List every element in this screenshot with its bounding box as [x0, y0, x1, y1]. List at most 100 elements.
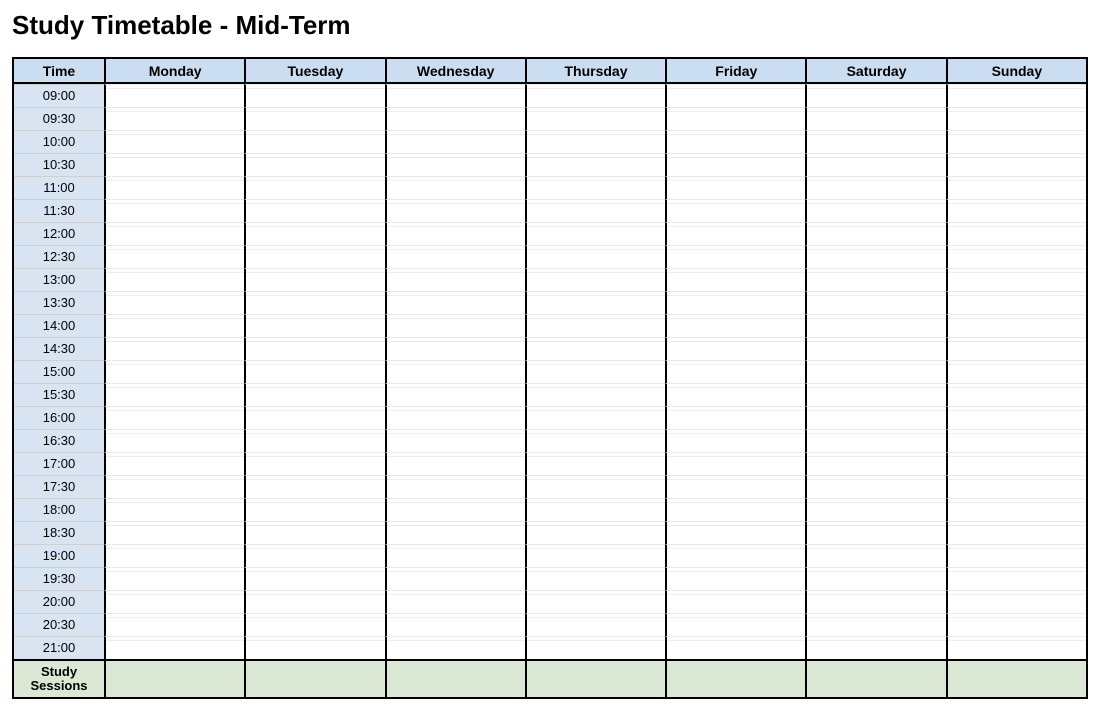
slot-cell[interactable] [104, 567, 244, 590]
slot-cell[interactable] [244, 153, 384, 176]
slot-cell[interactable] [525, 222, 665, 245]
slot-cell[interactable] [946, 544, 1086, 567]
slot-cell[interactable] [385, 84, 525, 107]
footer-cell[interactable] [385, 659, 525, 697]
slot-cell[interactable] [805, 383, 945, 406]
slot-cell[interactable] [525, 567, 665, 590]
slot-cell[interactable] [805, 567, 945, 590]
slot-cell[interactable] [104, 498, 244, 521]
slot-cell[interactable] [244, 406, 384, 429]
slot-cell[interactable] [805, 636, 945, 659]
slot-cell[interactable] [946, 613, 1086, 636]
slot-cell[interactable] [665, 176, 805, 199]
slot-cell[interactable] [385, 613, 525, 636]
slot-cell[interactable] [665, 567, 805, 590]
slot-cell[interactable] [805, 130, 945, 153]
slot-cell[interactable] [665, 475, 805, 498]
slot-cell[interactable] [525, 268, 665, 291]
slot-cell[interactable] [805, 291, 945, 314]
slot-cell[interactable] [946, 268, 1086, 291]
slot-cell[interactable] [244, 245, 384, 268]
slot-cell[interactable] [104, 337, 244, 360]
slot-cell[interactable] [244, 567, 384, 590]
slot-cell[interactable] [665, 337, 805, 360]
slot-cell[interactable] [805, 429, 945, 452]
slot-cell[interactable] [385, 498, 525, 521]
slot-cell[interactable] [946, 406, 1086, 429]
slot-cell[interactable] [244, 268, 384, 291]
slot-cell[interactable] [244, 222, 384, 245]
slot-cell[interactable] [244, 636, 384, 659]
slot-cell[interactable] [244, 360, 384, 383]
slot-cell[interactable] [525, 176, 665, 199]
slot-cell[interactable] [805, 337, 945, 360]
slot-cell[interactable] [805, 613, 945, 636]
slot-cell[interactable] [104, 544, 244, 567]
slot-cell[interactable] [525, 406, 665, 429]
slot-cell[interactable] [385, 107, 525, 130]
slot-cell[interactable] [946, 176, 1086, 199]
slot-cell[interactable] [665, 452, 805, 475]
slot-cell[interactable] [946, 314, 1086, 337]
slot-cell[interactable] [385, 452, 525, 475]
footer-cell[interactable] [104, 659, 244, 697]
slot-cell[interactable] [385, 199, 525, 222]
slot-cell[interactable] [525, 84, 665, 107]
slot-cell[interactable] [665, 291, 805, 314]
slot-cell[interactable] [244, 498, 384, 521]
slot-cell[interactable] [104, 84, 244, 107]
slot-cell[interactable] [525, 245, 665, 268]
slot-cell[interactable] [525, 613, 665, 636]
slot-cell[interactable] [104, 590, 244, 613]
slot-cell[interactable] [805, 176, 945, 199]
slot-cell[interactable] [104, 406, 244, 429]
slot-cell[interactable] [805, 590, 945, 613]
slot-cell[interactable] [665, 429, 805, 452]
slot-cell[interactable] [946, 567, 1086, 590]
slot-cell[interactable] [385, 360, 525, 383]
slot-cell[interactable] [946, 291, 1086, 314]
slot-cell[interactable] [385, 429, 525, 452]
slot-cell[interactable] [665, 360, 805, 383]
slot-cell[interactable] [385, 222, 525, 245]
slot-cell[interactable] [525, 544, 665, 567]
slot-cell[interactable] [525, 153, 665, 176]
slot-cell[interactable] [525, 199, 665, 222]
slot-cell[interactable] [665, 199, 805, 222]
slot-cell[interactable] [665, 153, 805, 176]
slot-cell[interactable] [665, 107, 805, 130]
slot-cell[interactable] [805, 153, 945, 176]
slot-cell[interactable] [104, 360, 244, 383]
slot-cell[interactable] [525, 452, 665, 475]
slot-cell[interactable] [385, 590, 525, 613]
slot-cell[interactable] [525, 383, 665, 406]
slot-cell[interactable] [104, 176, 244, 199]
slot-cell[interactable] [805, 406, 945, 429]
slot-cell[interactable] [244, 452, 384, 475]
slot-cell[interactable] [805, 107, 945, 130]
slot-cell[interactable] [946, 153, 1086, 176]
slot-cell[interactable] [385, 314, 525, 337]
slot-cell[interactable] [946, 636, 1086, 659]
slot-cell[interactable] [104, 291, 244, 314]
slot-cell[interactable] [104, 107, 244, 130]
slot-cell[interactable] [805, 521, 945, 544]
slot-cell[interactable] [805, 498, 945, 521]
slot-cell[interactable] [665, 498, 805, 521]
slot-cell[interactable] [244, 107, 384, 130]
slot-cell[interactable] [946, 130, 1086, 153]
slot-cell[interactable] [946, 337, 1086, 360]
slot-cell[interactable] [525, 107, 665, 130]
slot-cell[interactable] [104, 521, 244, 544]
slot-cell[interactable] [805, 222, 945, 245]
slot-cell[interactable] [385, 636, 525, 659]
slot-cell[interactable] [946, 498, 1086, 521]
slot-cell[interactable] [946, 383, 1086, 406]
slot-cell[interactable] [525, 291, 665, 314]
slot-cell[interactable] [244, 176, 384, 199]
slot-cell[interactable] [104, 153, 244, 176]
slot-cell[interactable] [665, 544, 805, 567]
slot-cell[interactable] [385, 337, 525, 360]
slot-cell[interactable] [244, 544, 384, 567]
footer-cell[interactable] [805, 659, 945, 697]
